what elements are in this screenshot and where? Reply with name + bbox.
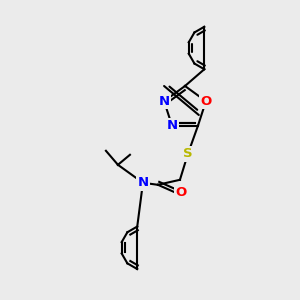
Text: N: N [158,95,169,108]
Text: N: N [167,119,178,132]
Text: O: O [200,95,211,108]
Text: N: N [137,176,148,189]
Text: S: S [183,147,193,160]
Text: O: O [175,186,187,199]
